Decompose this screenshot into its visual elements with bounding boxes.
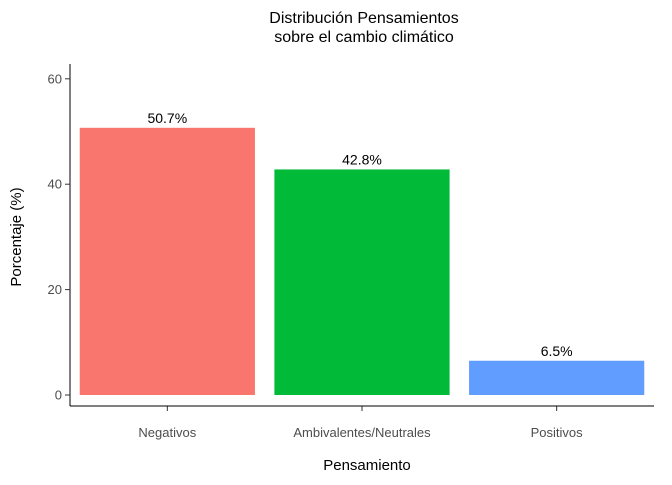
bar-value-label: 50.7% xyxy=(147,110,187,126)
x-tick-label: Negativos xyxy=(138,425,196,440)
y-tick-label: 20 xyxy=(48,282,62,297)
x-tick-label: Ambivalentes/Neutrales xyxy=(293,425,431,440)
y-axis: 0 20 40 60 xyxy=(48,64,71,406)
y-tick-label: 60 xyxy=(48,71,62,86)
bar-negativos xyxy=(79,127,255,395)
y-tick-label: 0 xyxy=(55,388,62,403)
chart-title-line-2: sobre el cambio climático xyxy=(274,29,454,46)
bars-layer xyxy=(79,127,645,395)
bar-ambivalentes-neutrales xyxy=(274,169,450,395)
chart-title: Distribución Pensamientos sobre el cambi… xyxy=(269,10,458,46)
chart-title-line-1: Distribución Pensamientos xyxy=(269,10,458,27)
x-axis: Negativos Ambivalentes/Neutrales Positivos xyxy=(70,405,654,440)
bar-value-label: 42.8% xyxy=(342,151,382,167)
bar-value-labels: 50.7% 42.8% 6.5% xyxy=(147,110,572,359)
x-axis-title: Pensamiento xyxy=(323,457,411,474)
y-tick-label: 40 xyxy=(48,177,62,192)
bar-value-label: 6.5% xyxy=(541,343,573,359)
x-tick-label: Positivos xyxy=(531,425,584,440)
y-axis-title: Porcentaje (%) xyxy=(8,187,25,286)
bar-positivos xyxy=(469,360,645,395)
